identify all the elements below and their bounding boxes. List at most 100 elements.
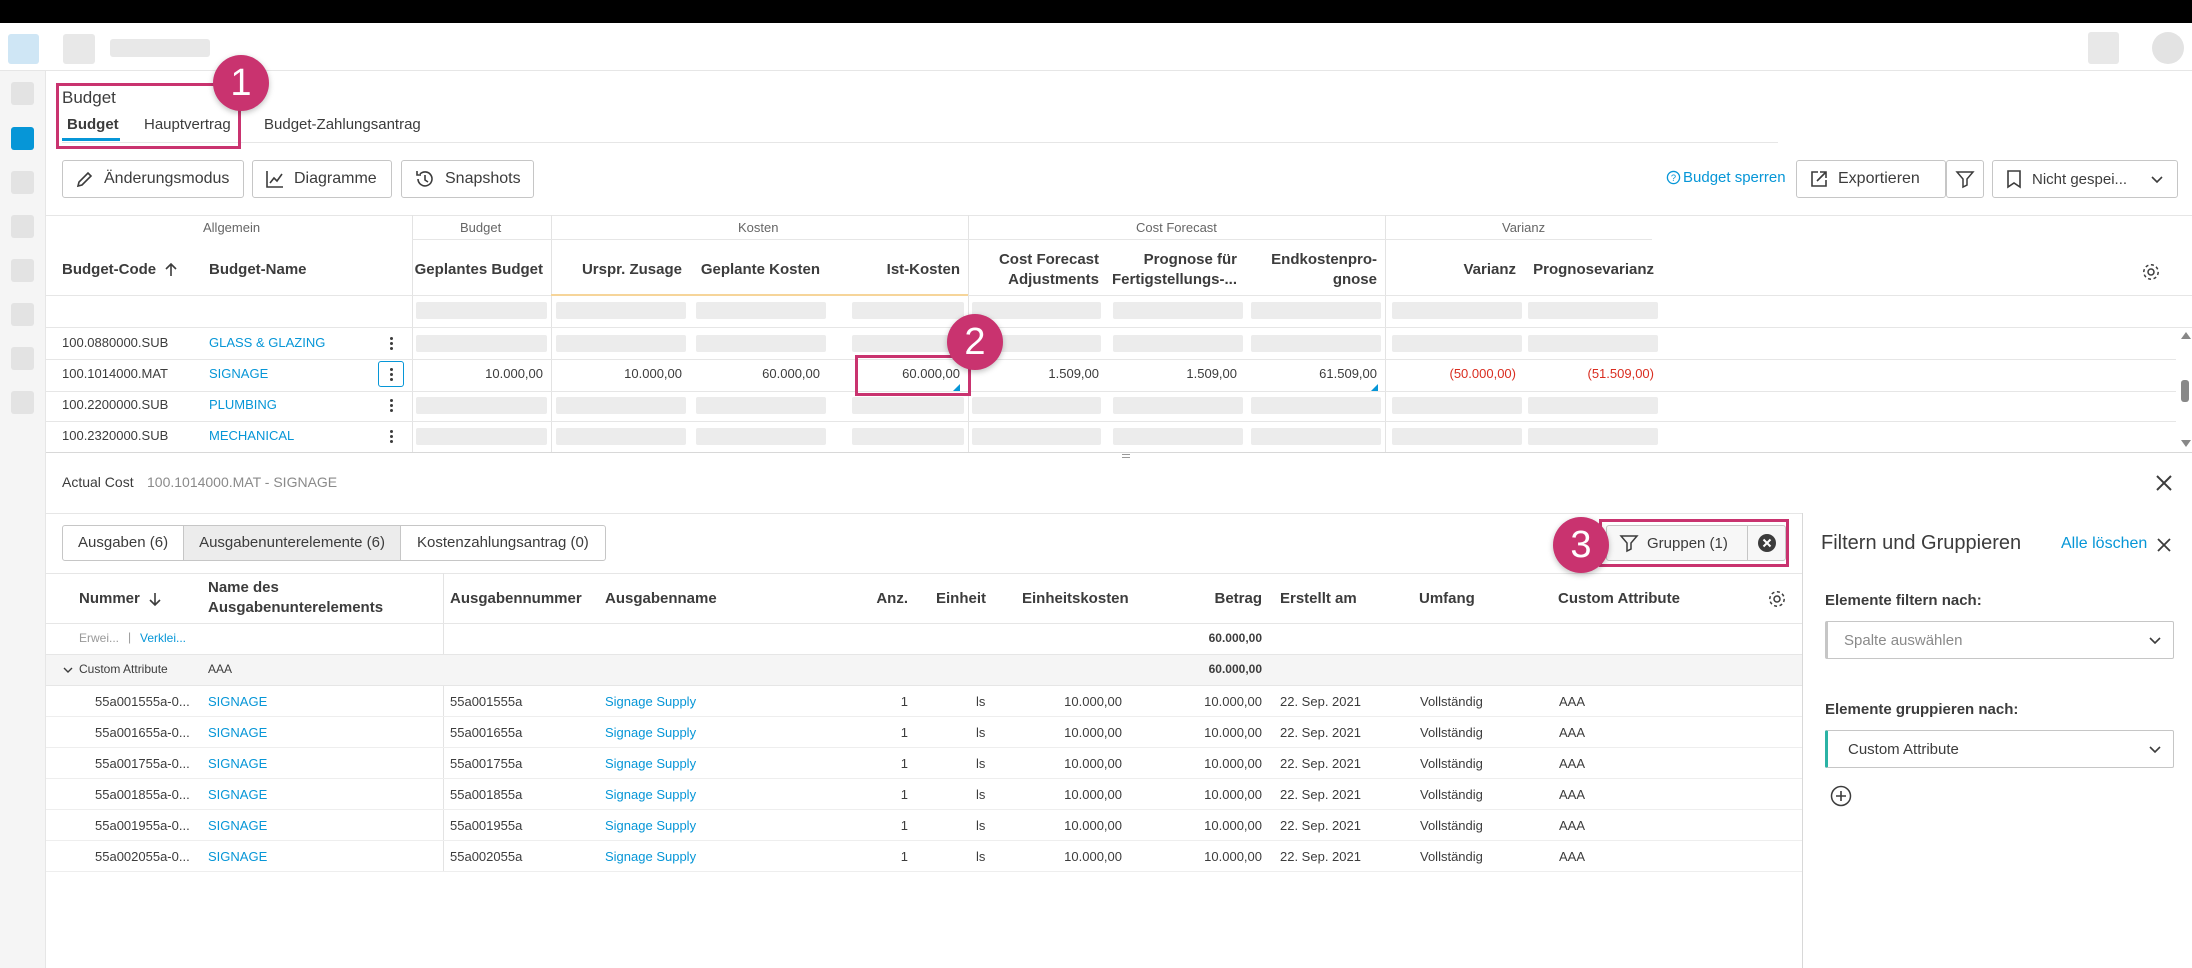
row-budget-name-link[interactable]: SIGNAGE [209,366,269,381]
nav-forms-icon[interactable] [11,303,34,326]
row-budget-name-link[interactable]: GLASS & GLAZING [209,335,326,350]
col-planned-budget[interactable]: Geplantes Budget [414,261,543,278]
sub-col-name[interactable]: Name des Ausgabenunterelements [208,578,383,618]
avatar[interactable] [2152,32,2184,64]
cell-forecast-to-complete[interactable]: 1.509,00 [1186,366,1237,381]
nav-reports-icon[interactable] [11,259,34,282]
clear-groups-icon[interactable] [1757,533,1777,553]
table-row[interactable]: 55a001855a-0... SIGNAGE 55a001855a Signa… [46,779,1802,810]
close-detail-icon[interactable] [2155,474,2173,492]
col-cost-forecast-adjustments[interactable]: Cost Forecast Adjustments [968,250,1099,290]
col-actual-cost[interactable]: Ist-Kosten [886,261,960,278]
filter-placeholder[interactable] [696,302,826,319]
project-name-placeholder[interactable] [110,39,210,57]
view-select[interactable]: Nicht gespei... [1992,160,2178,198]
filter-placeholder[interactable] [1251,302,1381,319]
sub-col-scope[interactable]: Umfang [1419,590,1475,607]
detail-tab-expenses[interactable]: Ausgaben (6) [63,526,185,560]
clear-all-link[interactable]: Alle löschen [2061,535,2148,552]
close-panel-icon[interactable] [2156,537,2172,553]
detail-tab-expense-items[interactable]: Ausgabenunterelemente (6) [184,526,402,560]
row-budget-name-link[interactable]: MECHANICAL [209,428,295,443]
row-actions-menu[interactable] [384,427,398,445]
add-group-icon[interactable] [1830,785,1852,807]
nav-settings-icon[interactable] [11,391,34,414]
sub-col-unit-cost[interactable]: Einheitskosten [1022,590,1129,607]
cell-expense-name-link[interactable]: Signage Supply [605,725,697,740]
cell-expense-name-link[interactable]: Signage Supply [605,849,697,864]
cell-name-link[interactable]: SIGNAGE [208,756,268,771]
cell-expense-name-link[interactable]: Signage Supply [605,694,697,709]
detail-tab-cost-payment[interactable]: Kostenzahlungsantrag (0) [417,534,589,551]
cell-forecast-variance[interactable]: (51.509,00) [1587,366,1655,381]
scroll-down-icon[interactable] [2181,440,2191,447]
filter-placeholder[interactable] [972,302,1101,319]
col-orig-commitment[interactable]: Urspr. Zusage [581,261,682,278]
groups-chip[interactable]: Gruppen (1) [1606,525,1786,561]
nav-files-icon[interactable] [11,215,34,238]
tab-hauptvertrag[interactable]: Hauptvertrag [144,116,231,133]
col-estimate-at-completion[interactable]: Endkostenpro- gnose [1246,250,1377,290]
snapshots-button[interactable]: Snapshots [401,160,534,198]
project-icon[interactable] [63,34,95,64]
scroll-up-icon[interactable] [2181,332,2191,339]
col-forecast-to-complete[interactable]: Prognose für Fertigstellungs-... [1107,250,1237,290]
nav-cost-icon[interactable] [11,127,34,150]
sub-col-unit[interactable]: Einheit [936,590,987,607]
cell-name-link[interactable]: SIGNAGE [208,787,268,802]
filter-button[interactable] [1946,160,1984,198]
nav-docs-icon[interactable] [11,171,34,194]
col-forecast-variance[interactable]: Prognosevarianz [1533,261,1654,278]
grid-settings-icon[interactable] [2141,262,2161,282]
col-budget-code[interactable]: Budget-Code [62,260,178,280]
group-row[interactable] [46,655,1802,686]
sub-col-amount[interactable]: Betrag [1214,590,1262,607]
splitter-grip-icon[interactable] [1122,454,1130,458]
col-budget-name[interactable]: Budget-Name [209,261,307,278]
expand-all-link[interactable]: Erwei... [79,631,120,645]
filter-placeholder[interactable] [1392,302,1522,319]
cell-expense-name-link[interactable]: Signage Supply [605,787,697,802]
nav-issues-icon[interactable] [11,347,34,370]
detail-grid-settings-icon[interactable] [1767,589,1787,609]
cell-orig-commitment[interactable]: 10.000,00 [624,366,682,381]
table-row[interactable]: 55a001655a-0... SIGNAGE 55a001655a Signa… [46,717,1802,748]
filter-placeholder[interactable] [416,302,547,319]
col-planned-cost[interactable]: Geplante Kosten [700,261,820,278]
tab-budget[interactable]: Budget [67,116,119,133]
cell-expense-name-link[interactable]: Signage Supply [605,756,697,771]
cell-planned-cost[interactable]: 60.000,00 [762,366,820,381]
sub-col-created[interactable]: Erstellt am [1280,590,1357,607]
sub-col-number[interactable]: Nummer [79,589,162,609]
cell-name-link[interactable]: SIGNAGE [208,849,268,864]
tab-budget-zahlungsantrag[interactable]: Budget-Zahlungsantrag [264,116,421,133]
table-row[interactable]: 55a001555a-0... SIGNAGE 55a001555a Signa… [46,686,1802,717]
sub-col-qty[interactable]: Anz. [876,590,908,607]
filter-column-select[interactable]: Spalte auswählen [1825,621,2174,659]
sub-col-expense-number[interactable]: Ausgabennummer [450,590,582,607]
table-row[interactable]: 55a002055a-0... SIGNAGE 55a002055a Signa… [46,841,1802,872]
sub-col-custom[interactable]: Custom Attribute [1558,590,1680,607]
row-budget-name-link[interactable]: PLUMBING [209,397,277,412]
row-actions-menu-active[interactable] [378,361,404,387]
scroll-thumb[interactable] [2181,380,2189,402]
app-logo[interactable] [8,34,39,64]
collapse-all-link[interactable]: Verklei... [140,631,187,645]
help-icon[interactable] [2088,32,2119,64]
lock-budget-link[interactable]: ? Budget sperren [1666,169,1786,186]
cell-name-link[interactable]: SIGNAGE [208,725,268,740]
export-button[interactable]: Exportieren [1796,160,1946,198]
row-actions-menu[interactable] [384,334,398,352]
cell-planned-budget[interactable]: 10.000,00 [485,366,543,381]
col-variance[interactable]: Varianz [1463,261,1516,278]
change-mode-button[interactable]: Änderungsmodus [62,160,244,198]
panel-splitter[interactable] [46,452,2192,453]
filter-placeholder[interactable] [852,302,964,319]
charts-button[interactable]: Diagramme [252,160,392,198]
filter-placeholder[interactable] [1528,302,1658,319]
cell-expense-name-link[interactable]: Signage Supply [605,818,697,833]
cell-name-link[interactable]: SIGNAGE [208,818,268,833]
sub-col-expense-name[interactable]: Ausgabenname [605,590,717,607]
nav-home-icon[interactable] [11,82,34,105]
group-by-select[interactable]: Custom Attribute [1825,730,2174,768]
